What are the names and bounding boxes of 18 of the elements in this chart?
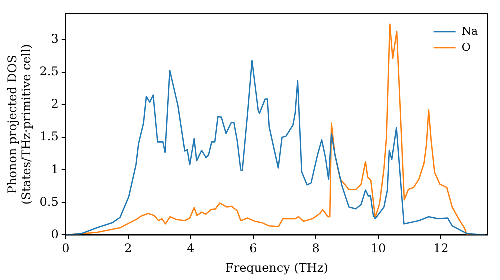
- x-tick-label: 12: [433, 242, 449, 256]
- legend-label: Na: [462, 24, 478, 38]
- legend-label: O: [462, 40, 471, 54]
- y-tick-label: 3: [51, 32, 59, 46]
- x-axis-title: Frequency (THz): [226, 260, 328, 275]
- x-tick-label: 10: [370, 242, 386, 256]
- y-tick-label: 2.5: [40, 64, 59, 79]
- y-tick-label: 1: [51, 162, 59, 176]
- y-axis-title: Phonon projected DOS (States/THz·primitive cell): [5, 44, 34, 205]
- y-tick-label: 2: [51, 97, 59, 112]
- y-tick-label: 0: [51, 227, 59, 242]
- x-tick-label: 0: [62, 242, 70, 256]
- x-tick-label: 6: [250, 242, 258, 256]
- x-tick-label: 4: [187, 242, 196, 256]
- x-tick-label: 8: [312, 242, 320, 256]
- y-tick-label: 0.5: [40, 194, 59, 209]
- x-tick-label: 2: [124, 242, 132, 256]
- y-tick-label: 1.5: [40, 130, 59, 144]
